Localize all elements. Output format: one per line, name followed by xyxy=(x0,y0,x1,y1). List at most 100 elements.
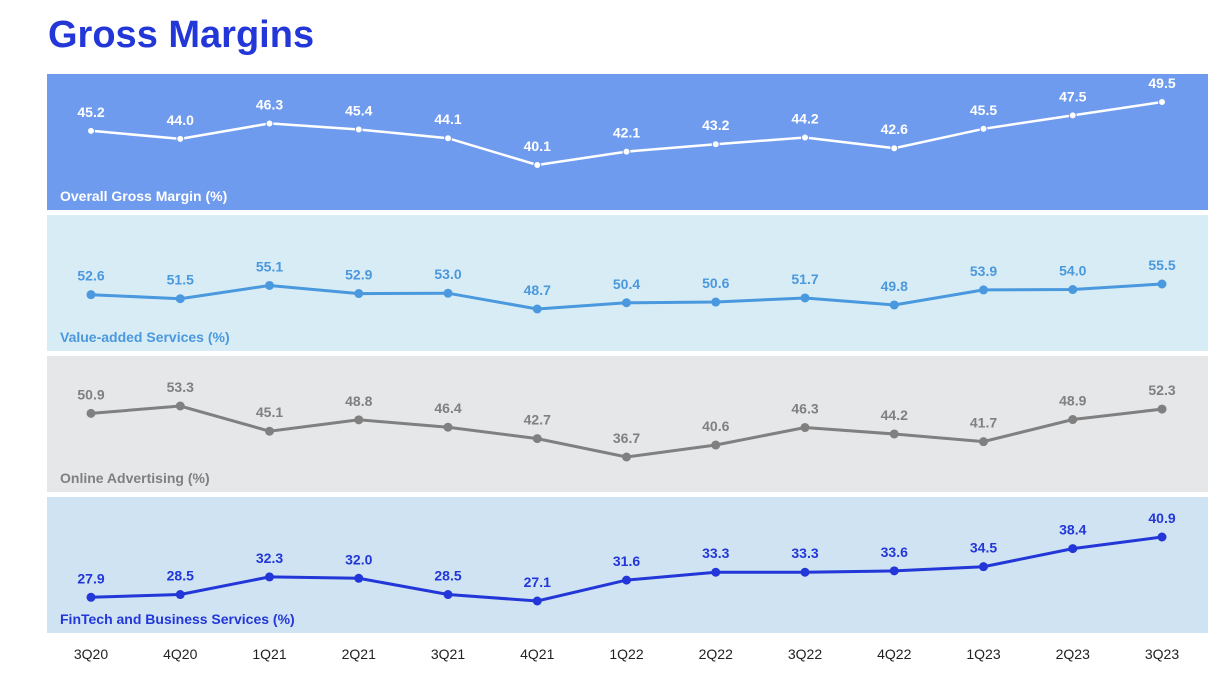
x-tick-label: 1Q23 xyxy=(966,646,1000,662)
x-tick-label: 3Q20 xyxy=(74,646,108,662)
data-label: 50.4 xyxy=(613,276,640,292)
data-label: 32.3 xyxy=(256,550,283,566)
data-point xyxy=(889,300,899,310)
panel-background xyxy=(47,215,1208,351)
data-label: 45.2 xyxy=(77,104,104,120)
data-point xyxy=(443,288,453,298)
x-tick-label: 1Q21 xyxy=(252,646,286,662)
data-label: 53.9 xyxy=(970,263,997,279)
data-label: 46.3 xyxy=(791,401,818,417)
data-point xyxy=(86,290,96,300)
data-label: 55.1 xyxy=(256,258,283,274)
data-label: 50.6 xyxy=(702,275,729,291)
x-tick-label: 4Q21 xyxy=(520,646,554,662)
series-name-label: Value-added Services (%) xyxy=(60,329,230,345)
x-tick-label: 1Q22 xyxy=(609,646,643,662)
data-label: 51.5 xyxy=(167,272,194,288)
data-label: 36.7 xyxy=(613,430,640,446)
page-title: Gross Margins xyxy=(48,14,315,56)
x-tick-label: 3Q22 xyxy=(788,646,822,662)
data-label: 54.0 xyxy=(1059,263,1086,279)
series-name-label: FinTech and Business Services (%) xyxy=(60,611,295,627)
data-point xyxy=(265,426,274,436)
data-label: 48.7 xyxy=(524,282,551,298)
data-point xyxy=(979,437,988,447)
x-tick-label: 2Q23 xyxy=(1056,646,1090,662)
x-tick-label: 4Q20 xyxy=(163,646,197,662)
data-point xyxy=(86,408,96,418)
data-point xyxy=(889,429,899,439)
data-label: 40.1 xyxy=(524,138,551,154)
data-point xyxy=(622,298,631,308)
data-label: 42.6 xyxy=(881,121,908,137)
data-point xyxy=(533,161,542,169)
data-point xyxy=(532,304,542,314)
data-label: 44.1 xyxy=(434,111,461,127)
data-point xyxy=(800,423,810,433)
data-label: 27.1 xyxy=(524,574,551,590)
data-point xyxy=(1157,279,1167,289)
data-point xyxy=(532,596,542,606)
data-label: 50.9 xyxy=(77,386,104,402)
data-label: 45.5 xyxy=(970,102,997,118)
data-point xyxy=(890,144,899,153)
x-tick-label: 4Q22 xyxy=(877,646,911,662)
data-label: 44.2 xyxy=(791,111,818,127)
data-label: 31.6 xyxy=(613,553,640,569)
data-point xyxy=(444,134,452,143)
data-label: 55.5 xyxy=(1148,257,1175,273)
data-point xyxy=(86,592,96,602)
data-label: 28.5 xyxy=(167,568,194,584)
data-point xyxy=(801,133,809,142)
data-label: 34.5 xyxy=(970,540,997,556)
data-point xyxy=(532,434,542,444)
data-label: 43.2 xyxy=(702,117,729,133)
data-label: 33.3 xyxy=(791,545,818,561)
data-label: 53.0 xyxy=(434,266,461,282)
data-point xyxy=(1068,544,1078,554)
data-label: 28.5 xyxy=(434,568,461,584)
panel-background xyxy=(47,74,1208,210)
data-point xyxy=(1068,415,1078,425)
data-label: 48.8 xyxy=(345,393,372,409)
data-label: 42.1 xyxy=(613,125,640,141)
data-point xyxy=(175,294,185,304)
data-point xyxy=(443,422,453,432)
data-point xyxy=(265,572,274,582)
data-label: 52.6 xyxy=(77,268,104,284)
data-label: 27.9 xyxy=(77,570,104,586)
data-label: 45.4 xyxy=(345,102,372,118)
data-label: 41.7 xyxy=(970,415,997,431)
data-label: 40.9 xyxy=(1148,510,1175,526)
data-label: 53.3 xyxy=(167,379,194,395)
data-label: 49.5 xyxy=(1148,75,1175,91)
data-label: 33.6 xyxy=(881,544,908,560)
data-point xyxy=(1158,98,1166,106)
data-point xyxy=(1068,111,1077,120)
data-label: 48.9 xyxy=(1059,393,1086,409)
data-point xyxy=(622,147,631,156)
data-label: 45.1 xyxy=(256,404,283,420)
data-label: 46.3 xyxy=(256,96,283,112)
data-point xyxy=(800,567,810,577)
panel-background xyxy=(47,356,1208,492)
data-point xyxy=(622,452,631,462)
data-label: 52.9 xyxy=(345,267,372,283)
data-label: 38.4 xyxy=(1059,522,1086,538)
data-point xyxy=(443,590,453,600)
x-tick-label: 2Q21 xyxy=(342,646,376,662)
data-point xyxy=(354,289,364,299)
data-label: 44.0 xyxy=(167,112,194,128)
x-tick-label: 2Q22 xyxy=(699,646,733,662)
data-point xyxy=(711,567,721,577)
data-label: 51.7 xyxy=(791,271,818,287)
data-point xyxy=(175,401,185,411)
data-point xyxy=(979,124,988,133)
data-point xyxy=(175,590,185,600)
data-point xyxy=(265,280,274,290)
data-point xyxy=(711,140,720,149)
series-name-label: Online Advertising (%) xyxy=(60,470,210,486)
data-point xyxy=(800,293,810,303)
data-label: 33.3 xyxy=(702,545,729,561)
